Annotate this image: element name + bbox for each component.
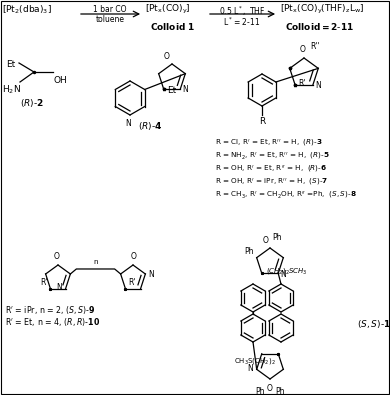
Text: $\rm L^* = 2\text{-}11$: $\rm L^* = 2\text{-}11$ [223,16,261,28]
Text: Et: Et [167,86,176,95]
Text: $\rm H_2N$: $\rm H_2N$ [2,84,21,96]
Text: O: O [163,52,169,61]
Text: N: N [315,81,321,90]
Text: Ph: Ph [244,246,254,256]
Text: R': R' [298,79,306,88]
Text: O: O [131,252,137,261]
Text: R: R [259,117,265,126]
Text: O: O [267,384,273,393]
Text: $(\mathit{S,S})$-$\mathbf{11}$: $(\mathit{S,S})$-$\mathbf{11}$ [357,318,390,330]
Text: 1 bar CO: 1 bar CO [93,5,127,14]
Text: R = OH, R$'$ = iPr, R$''$ = H,  $(\mathit{S})$-$\mathbf{7}$: R = OH, R$'$ = iPr, R$''$ = H, $(\mathit… [215,177,328,188]
Text: $[\rm Pt_2(dba)_3]$: $[\rm Pt_2(dba)_3]$ [2,3,52,15]
Text: n: n [93,259,98,265]
Text: $\rm 0.5\ L^*,\ THF$: $\rm 0.5\ L^*,\ THF$ [219,5,265,19]
Text: R': R' [128,278,136,286]
Text: R = Cl, R$'$ = Et, R$''$ = H,  $(\mathit{R})$-$\mathbf{3}$: R = Cl, R$'$ = Et, R$''$ = H, $(\mathit{… [215,138,323,149]
Text: $(CH_2)_2SCH_3$: $(CH_2)_2SCH_3$ [266,266,307,276]
Text: $\mathbf{Colloid = 2\text{-}11}$: $\mathbf{Colloid = 2\text{-}11}$ [285,21,354,32]
Text: R = OH, R$'$ = Et, R$''$ = H,  $(\mathit{R})$-$\mathbf{6}$: R = OH, R$'$ = Et, R$''$ = H, $(\mathit{… [215,164,327,175]
Text: Ph: Ph [275,387,284,395]
Text: $\rm CH_3S(CH_2)_2$: $\rm CH_3S(CH_2)_2$ [234,356,275,366]
Text: R$'$ = Et, n = 4, $(\mathit{R,R})$-$\mathbf{10}$: R$'$ = Et, n = 4, $(\mathit{R,R})$-$\mat… [5,316,100,328]
Text: $\mathbf{Colloid\ 1}$: $\mathbf{Colloid\ 1}$ [150,21,195,32]
Text: O: O [300,45,306,54]
Text: R = NH$_2$, R$'$ = Et, R$''$ = H,  $(\mathit{R})$-$\mathbf{5}$: R = NH$_2$, R$'$ = Et, R$''$ = H, $(\mat… [215,151,330,162]
Text: R$'$ = iPr, n = 2, $(\mathit{S,S})$-$\mathbf{9}$: R$'$ = iPr, n = 2, $(\mathit{S,S})$-$\ma… [5,304,96,316]
Text: $(\mathit{R})$-$\mathbf{2}$: $(\mathit{R})$-$\mathbf{2}$ [20,97,44,109]
Text: Ph: Ph [255,387,265,395]
Text: R'': R'' [310,42,320,51]
Text: N: N [56,283,62,292]
Text: R = CH$_3$, R$'$ = CH$_2$OH, R$''$ =Ph,  $(\mathit{S,S})$-$\mathbf{8}$: R = CH$_3$, R$'$ = CH$_2$OH, R$''$ =Ph, … [215,190,357,201]
Text: toluene: toluene [96,15,124,24]
Text: N: N [125,119,131,128]
Text: N: N [182,85,188,94]
Text: $[\rm Pt_x(CO)_y]$: $[\rm Pt_x(CO)_y]$ [145,3,191,16]
Text: R': R' [40,278,47,286]
Text: N: N [148,271,154,280]
Text: OH: OH [54,76,68,85]
Text: Et: Et [6,60,15,69]
Text: N: N [247,364,253,373]
Text: $(\mathit{R})$-$\mathbf{4}$: $(\mathit{R})$-$\mathbf{4}$ [138,120,162,132]
Text: O: O [263,236,269,245]
Text: Ph: Ph [272,233,282,242]
Text: O: O [54,252,60,261]
Text: N: N [280,270,286,279]
Text: $[\rm Pt_x(CO)_y(THF)_zL_w]$: $[\rm Pt_x(CO)_y(THF)_zL_w]$ [280,3,364,16]
